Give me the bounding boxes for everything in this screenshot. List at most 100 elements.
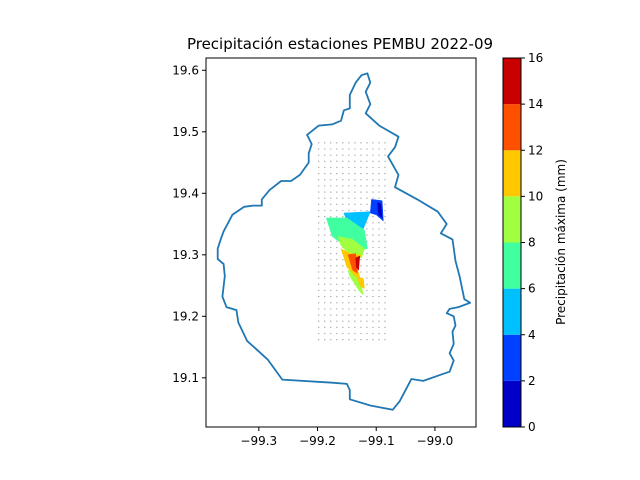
colorbar-tick-label: 2 xyxy=(528,374,536,388)
station-point xyxy=(348,308,350,310)
station-point xyxy=(317,154,320,156)
station-point xyxy=(366,326,368,329)
station-point xyxy=(324,277,326,279)
station-point xyxy=(372,185,374,187)
station-point xyxy=(324,265,326,267)
station-point xyxy=(330,148,332,150)
station-point xyxy=(330,252,332,255)
station-point xyxy=(342,320,344,322)
colorbar-level xyxy=(503,58,521,105)
station-point xyxy=(342,314,344,316)
city-boundary xyxy=(216,72,471,411)
station-point xyxy=(348,326,350,329)
station-point xyxy=(336,166,338,169)
station-point xyxy=(317,166,320,169)
station-point xyxy=(372,191,374,193)
station-point xyxy=(366,185,368,187)
station-point xyxy=(324,209,326,212)
station-point xyxy=(360,160,362,163)
station-point xyxy=(366,234,368,236)
station-point xyxy=(360,295,362,298)
station-point xyxy=(354,326,356,329)
station-point xyxy=(384,314,386,316)
station-point xyxy=(317,289,320,292)
station-point xyxy=(372,197,374,199)
station-point xyxy=(378,197,380,199)
station-point xyxy=(384,252,386,255)
station-point xyxy=(354,314,356,316)
station-point xyxy=(384,148,386,150)
colorbar-level xyxy=(503,104,521,151)
station-point xyxy=(372,172,374,175)
station-point xyxy=(317,271,320,273)
station-point xyxy=(384,197,386,199)
y-tick-label: 19.3 xyxy=(172,248,199,262)
station-point xyxy=(372,179,374,181)
colorbar-level xyxy=(503,242,521,289)
station-point xyxy=(336,271,338,273)
station-point xyxy=(336,259,338,261)
station-point xyxy=(384,185,386,187)
station-point xyxy=(336,215,338,218)
station-point xyxy=(342,332,344,335)
station-point xyxy=(330,246,332,249)
station-point xyxy=(342,302,344,304)
station-point xyxy=(378,160,380,163)
station-point xyxy=(336,191,338,193)
station-point xyxy=(378,320,380,322)
station-point xyxy=(360,191,362,193)
station-point xyxy=(378,252,380,255)
station-point xyxy=(324,320,326,322)
station-point xyxy=(342,326,344,329)
station-point xyxy=(317,185,320,187)
station-point xyxy=(354,191,356,193)
station-point xyxy=(342,308,344,310)
station-point xyxy=(348,302,350,304)
station-point xyxy=(360,308,362,310)
station-point xyxy=(336,314,338,316)
station-point xyxy=(330,185,332,187)
station-point xyxy=(366,277,368,279)
station-point xyxy=(348,209,350,212)
y-tick-label: 19.5 xyxy=(172,125,199,139)
station-point xyxy=(324,197,326,199)
station-point xyxy=(384,154,386,156)
station-point xyxy=(324,154,326,156)
station-point xyxy=(317,252,320,255)
colorbar-tick-label: 0 xyxy=(528,420,536,434)
station-point xyxy=(348,191,350,193)
station-point xyxy=(336,209,338,212)
station-point xyxy=(366,203,368,206)
station-point xyxy=(330,277,332,279)
station-point xyxy=(336,172,338,175)
station-point xyxy=(324,246,326,249)
station-point xyxy=(366,295,368,298)
station-point xyxy=(384,259,386,261)
station-point xyxy=(366,302,368,304)
station-point xyxy=(384,302,386,304)
colorbar-ticks: 0 2 4 6 8 10 12 14 16 xyxy=(521,51,543,434)
station-point xyxy=(354,166,356,169)
station-point xyxy=(317,338,320,341)
station-point xyxy=(324,283,326,286)
station-point xyxy=(372,314,374,316)
station-point xyxy=(348,320,350,322)
station-point xyxy=(324,148,326,150)
station-point xyxy=(372,265,374,267)
station-point xyxy=(378,185,380,187)
station-point xyxy=(348,160,350,163)
station-point xyxy=(330,320,332,322)
station-point xyxy=(378,338,380,341)
station-point xyxy=(336,302,338,304)
station-point xyxy=(360,338,362,341)
station-point xyxy=(384,332,386,335)
station-point xyxy=(366,240,368,242)
station-point xyxy=(317,197,320,199)
station-point xyxy=(324,191,326,193)
station-point xyxy=(360,326,362,329)
station-point xyxy=(360,320,362,322)
x-tick-label: −99.3 xyxy=(240,434,277,448)
station-point xyxy=(384,338,386,341)
station-point xyxy=(384,234,386,236)
station-point xyxy=(336,338,338,341)
